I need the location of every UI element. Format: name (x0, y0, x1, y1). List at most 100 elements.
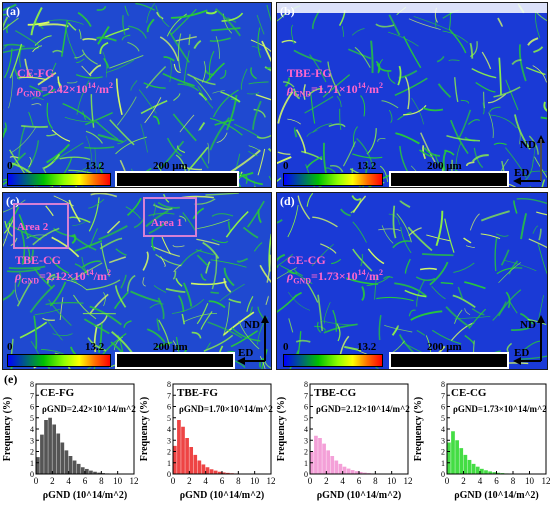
hist-bar (322, 444, 326, 474)
y-tick-label: 3 (30, 436, 34, 445)
rho-unit: /m (366, 269, 379, 283)
x-tick-label: 10 (113, 476, 123, 486)
rho-exp: 14 (358, 81, 366, 90)
y-tick-label: 4 (304, 425, 308, 434)
gnd-texture-stroke (21, 126, 48, 127)
hist-bar (85, 469, 89, 474)
y-axis-label: Frequency (%) (276, 397, 287, 462)
colorbar-max: 13.2 (357, 160, 376, 172)
colorbar-max: 13.2 (85, 160, 104, 172)
hist-bar (40, 435, 44, 474)
rho-unit-exp: 2 (109, 81, 113, 90)
hist-bar (343, 467, 347, 474)
rho-sub: GND (21, 276, 39, 285)
x-tick-label: 2 (324, 476, 329, 486)
hist-bar (335, 461, 339, 475)
panel-d-map: (d) CE-CG ρGND=1.73×1014/m2 0 13.2 200 μ… (276, 192, 548, 370)
rho-mantissa: 1.73×10 (318, 269, 358, 283)
hist-bar (314, 436, 318, 474)
hist-bar (351, 470, 355, 474)
colorbar-min: 0 (283, 341, 289, 353)
hist-bar (89, 471, 93, 474)
rho-sub: GND (23, 89, 41, 98)
hist-bar (173, 446, 177, 474)
sample-name: CE-CG (287, 253, 326, 268)
x-tick-label: 6 (83, 476, 88, 486)
x-tick-label: 8 (373, 476, 378, 486)
y-tick-label: 1 (304, 459, 308, 468)
y-tick-label: 3 (441, 436, 445, 445)
rho-unit-exp: 2 (379, 268, 383, 277)
y-tick-label: 1 (441, 459, 445, 468)
scale-bar (115, 171, 239, 188)
panel-b-map: (b) TBE-FG ρGND=1.71×1014/m2 0 13.2 200 … (276, 2, 548, 188)
x-tick-label: 8 (99, 476, 104, 486)
panel-c-map: (c) Area 2 Area 1 TBE-CG ρGND=2.12×1014/… (2, 192, 272, 370)
y-tick-label: 0 (30, 470, 34, 479)
y-tick-label: 0 (304, 470, 308, 479)
x-tick-label: 12 (542, 476, 550, 486)
hist-bar (326, 450, 330, 474)
hist-bar (464, 455, 468, 474)
x-tick-label: 2 (50, 476, 55, 486)
hist-bar (480, 469, 484, 474)
colorbar (283, 354, 383, 367)
hist-bar (177, 420, 181, 474)
panel-label: (b) (280, 4, 295, 19)
colorbar-max: 13.2 (357, 341, 376, 353)
rho-unit-exp: 2 (379, 81, 383, 90)
y-tick-label: 6 (441, 403, 445, 412)
hist-bar (193, 455, 197, 474)
y-tick-label: 3 (304, 436, 308, 445)
y-tick-label: 6 (304, 403, 308, 412)
rho-value: ρGND=1.73×1014/m2 (287, 268, 383, 285)
y-tick-label: 4 (441, 425, 445, 434)
x-tick-label: 10 (250, 476, 260, 486)
y-tick-label: 6 (30, 403, 34, 412)
hist-bar (455, 440, 459, 474)
x-tick-label: 0 (445, 476, 450, 486)
sample-edge (277, 3, 548, 13)
rho-exp: 14 (358, 268, 366, 277)
colorbar-min: 0 (7, 341, 13, 353)
hist-bar (347, 469, 351, 474)
nd-label: ND (244, 319, 260, 331)
histogram-annotation: ρGND=1.70×10^14/m^2 (179, 404, 273, 414)
y-tick-label: 7 (304, 391, 308, 400)
histogram-title: CE-CG (451, 387, 487, 399)
x-tick-label: 8 (511, 476, 516, 486)
rho-value: ρGND=2.12×1014/m2 (15, 268, 111, 285)
nd-label: ND (520, 139, 536, 151)
histogram-annotation: ρGND=1.73×10^14/m^2 (453, 404, 547, 414)
y-tick-label: 5 (304, 414, 308, 423)
y-tick-label: 0 (167, 470, 171, 479)
hist-bar (77, 464, 81, 474)
y-axis-label: Frequency (%) (413, 397, 424, 462)
gnd-texture-stroke (211, 292, 219, 293)
y-tick-label: 5 (441, 414, 445, 423)
x-tick-label: 0 (34, 476, 39, 486)
y-tick-label: 2 (30, 448, 34, 457)
rho-sub: GND (293, 89, 311, 98)
rho-mantissa: 2.12×10 (46, 269, 86, 283)
y-tick-label: 1 (30, 459, 34, 468)
hist-bar (206, 467, 210, 474)
area-1-label: Area 1 (151, 217, 182, 229)
sample-name: CE-FG (17, 66, 54, 81)
hist-bar (185, 438, 189, 474)
hist-bar (189, 447, 193, 474)
hist-bar (468, 460, 472, 474)
hist-bar (61, 443, 65, 475)
rho-mantissa: 1.71×10 (318, 82, 358, 96)
x-tick-label: 6 (494, 476, 499, 486)
colorbar-min: 0 (283, 160, 289, 172)
colorbar (7, 173, 111, 186)
y-tick-label: 4 (30, 425, 34, 434)
panel-label: (a) (6, 4, 20, 19)
y-tick-label: 5 (167, 414, 171, 423)
x-tick-label: 0 (308, 476, 313, 486)
